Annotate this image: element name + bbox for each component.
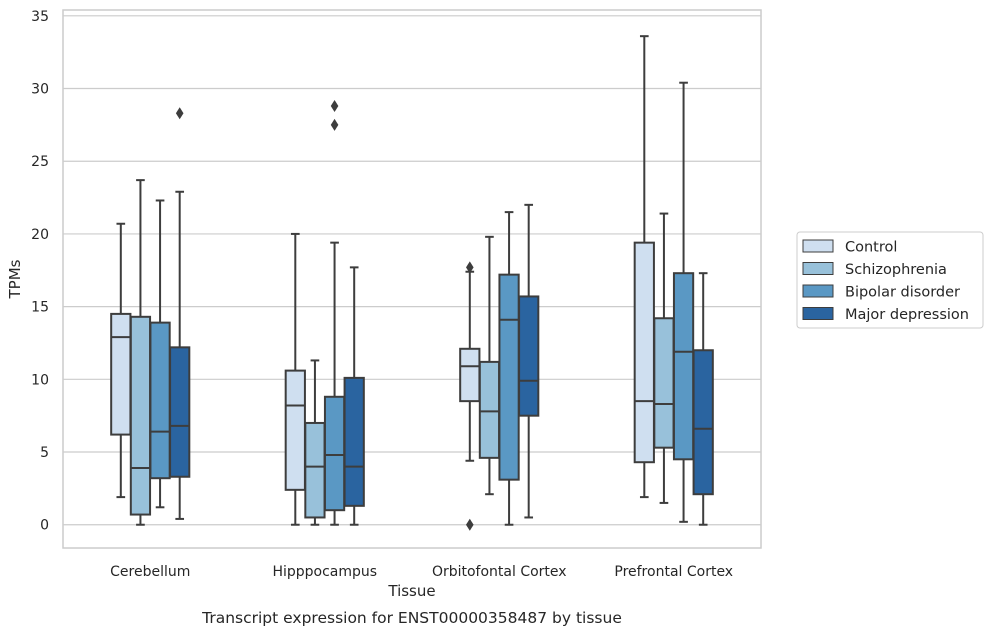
box-3-0 — [633, 35, 655, 499]
y-tick-label-5: 25 — [31, 154, 49, 170]
box-iqr — [459, 347, 481, 403]
y-tick-label-3: 15 — [31, 300, 49, 316]
outlier-0 — [175, 107, 184, 120]
box-0-1 — [129, 179, 152, 526]
legend-label-3: Major depression — [845, 307, 969, 323]
y-tick-label-4: 20 — [31, 227, 49, 243]
box-1-0 — [284, 232, 306, 526]
outlier-1 — [330, 99, 339, 112]
legend: Control Schizophrenia Bipolar disorder Majo… — [796, 231, 984, 329]
box-iqr — [692, 349, 714, 496]
box-iqr — [518, 295, 540, 417]
legend-label-0: Control — [845, 240, 897, 256]
box-0-0 — [110, 222, 132, 499]
outlier-0 — [330, 118, 339, 131]
box-iqr — [672, 272, 695, 461]
legend-label-2: Bipolar disorder — [845, 285, 960, 301]
y-tick-label-0: 0 — [40, 518, 49, 534]
legend-frame — [796, 231, 984, 329]
box-iqr — [169, 346, 191, 478]
box-iqr — [653, 317, 675, 449]
outlier-0 — [466, 261, 474, 274]
box-iqr — [304, 421, 326, 519]
box-iqr — [284, 369, 306, 491]
box-3-1 — [653, 212, 675, 504]
x-tick-label-3: Prefrontal Cortex — [614, 564, 733, 580]
box-iqr — [478, 360, 501, 459]
y-tick-label-6: 30 — [31, 82, 49, 98]
box-3-2 — [672, 81, 695, 523]
box-iqr — [323, 395, 346, 512]
x-axis-title: Tissue — [387, 582, 435, 600]
y-axis-title: TPMs — [6, 259, 24, 299]
box-2-0 — [459, 261, 481, 531]
box-1-3 — [343, 266, 365, 526]
outlier-1 — [466, 518, 474, 531]
x-tick-label-0: Cerebellum — [110, 564, 190, 580]
legend-swatch-0 — [802, 239, 834, 253]
box-iqr — [343, 376, 365, 507]
box-2-1 — [478, 235, 501, 496]
legend-swatch-1 — [802, 262, 834, 275]
x-axis-ticks: Cerebellum Hipppocampus Orbitofontal Corte… — [110, 564, 733, 580]
box-3-3 — [692, 272, 714, 526]
legend-swatch-3 — [802, 307, 834, 320]
box-2-3 — [518, 203, 540, 519]
box-iqr — [633, 241, 655, 464]
box-0-3 — [169, 107, 191, 520]
box-iqr — [149, 321, 171, 480]
legend-swatch-2 — [802, 284, 834, 298]
x-tick-label-2: Orbitofontal Cortex — [432, 564, 567, 580]
x-tick-label-1: Hipppocampus — [272, 564, 377, 580]
y-tick-label-7: 35 — [31, 9, 49, 25]
legend-label-1: Schizophrenia — [845, 262, 947, 278]
chart-caption: Transcript expression for ENST0000035848… — [201, 609, 622, 627]
box-iqr — [110, 312, 132, 436]
box-iqr — [129, 315, 152, 516]
box-1-2 — [323, 99, 346, 526]
y-axis-ticks: 0 5 10 15 20 25 30 35 — [31, 9, 49, 534]
plot-frame — [62, 9, 762, 549]
box-iqr — [498, 273, 520, 481]
box-series — [110, 35, 714, 531]
y-tick-label-2: 10 — [31, 372, 49, 388]
y-tick-label-1: 5 — [40, 445, 49, 461]
